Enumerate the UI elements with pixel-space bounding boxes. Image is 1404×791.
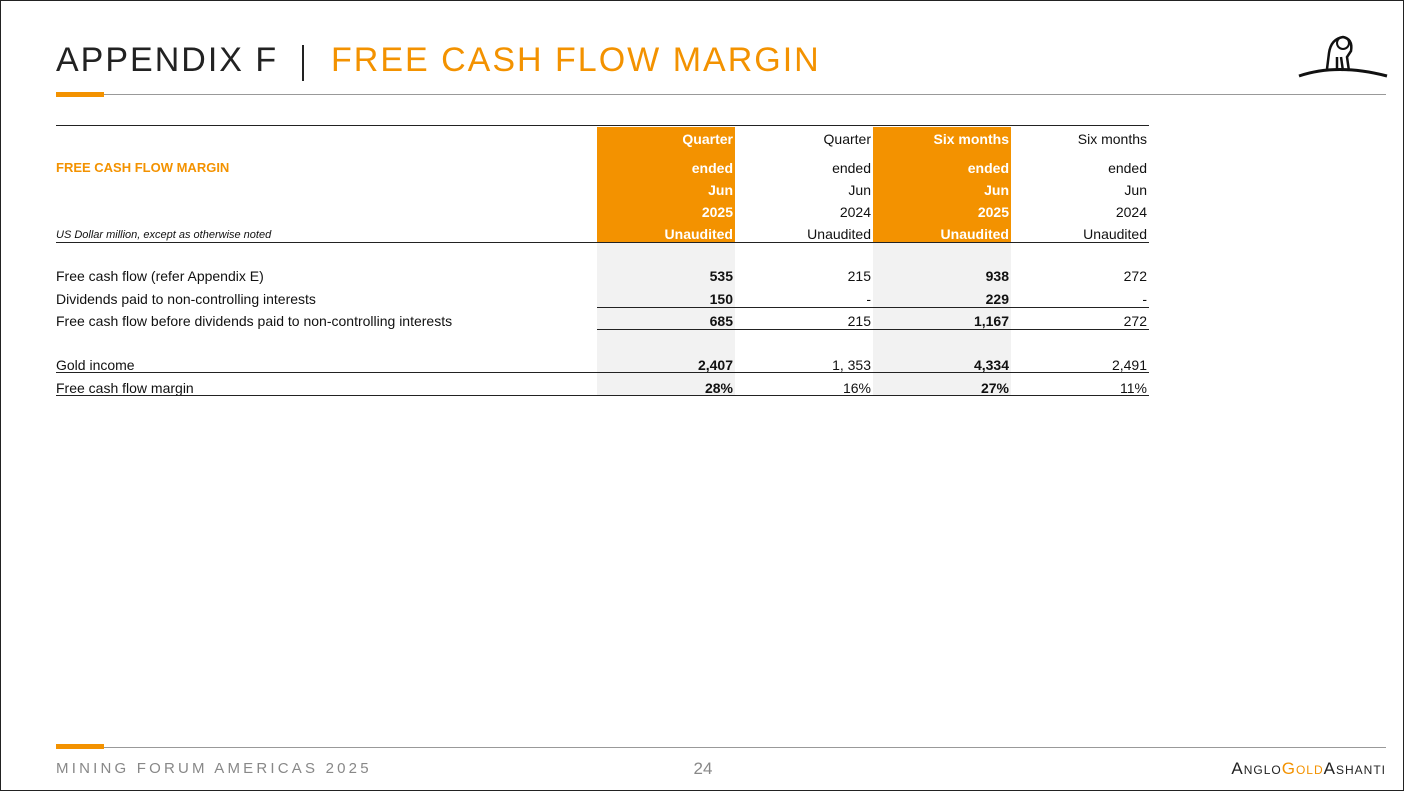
- cell-value: 4,334: [973, 357, 1009, 373]
- row-label: Dividends paid to non-controlling intere…: [56, 291, 316, 307]
- header-rule: [56, 242, 1149, 243]
- title-prefix: APPENDIX F: [56, 41, 279, 79]
- column-shade: [873, 243, 1011, 395]
- column-header: 2025: [977, 204, 1009, 220]
- brand-part: Gold: [1281, 759, 1324, 778]
- cell-value: 272: [1123, 313, 1147, 329]
- cell-value: 938: [985, 268, 1009, 284]
- column-header: 2025: [701, 204, 733, 220]
- column-shade: [597, 243, 735, 395]
- column-header: Unaudited: [807, 226, 871, 242]
- section-label: FREE CASH FLOW MARGIN: [56, 160, 230, 175]
- unit-note: US Dollar million, except as otherwise n…: [56, 229, 272, 241]
- column-header: Quarter: [682, 131, 733, 147]
- footer-rule: [56, 747, 1386, 748]
- cell-value: 27%: [980, 380, 1009, 396]
- cell-value: 11%: [1120, 380, 1147, 396]
- column-header: Jun: [708, 182, 733, 198]
- header-rule: [56, 94, 1386, 95]
- cell-value: 1, 353: [832, 357, 871, 373]
- row-label: Free cash flow before dividends paid to …: [56, 313, 453, 329]
- cell-value: -: [866, 291, 871, 307]
- column-header: 2024: [1115, 204, 1147, 220]
- column-header: ended: [691, 160, 733, 176]
- cell-value: 685: [709, 313, 733, 329]
- brand-part: Ashanti: [1323, 759, 1386, 778]
- row-rule: [56, 395, 1149, 396]
- column-header: ended: [1108, 160, 1147, 176]
- cell-value: 2,491: [1111, 357, 1147, 373]
- title-separator: [302, 45, 304, 81]
- cell-value: 215: [847, 313, 871, 329]
- cell-value: 2,407: [697, 357, 733, 373]
- row-rule: [56, 372, 1149, 373]
- cell-value: 16%: [842, 380, 871, 396]
- row-rule: [597, 329, 1149, 330]
- cell-value: 1,167: [973, 313, 1009, 329]
- row-label: Free cash flow margin: [56, 380, 194, 396]
- title: FREE CASH FLOW MARGIN: [331, 41, 821, 79]
- logo-lion: [1298, 35, 1388, 78]
- table-top-rule: [56, 125, 1149, 126]
- cell-value: 150: [709, 291, 733, 307]
- brand-part: Anglo: [1231, 759, 1282, 778]
- cell-value: 535: [709, 268, 733, 284]
- column-header: ended: [967, 160, 1009, 176]
- column-header: Jun: [984, 182, 1009, 198]
- row-label: Gold income: [56, 357, 135, 373]
- column-header: 2024: [839, 204, 871, 220]
- column-header: Quarter: [823, 131, 871, 147]
- cell-value: 229: [985, 291, 1009, 307]
- header-accent: [56, 92, 104, 97]
- column-header: Six months: [1077, 131, 1147, 147]
- row-label: Free cash flow (refer Appendix E): [56, 268, 264, 284]
- page-number: 24: [693, 759, 713, 778]
- column-header: Unaudited: [940, 226, 1009, 242]
- column-header: Six months: [933, 131, 1009, 147]
- column-header: Unaudited: [664, 226, 733, 242]
- column-header: Jun: [848, 182, 871, 198]
- cell-value: 272: [1123, 268, 1147, 284]
- column-header: ended: [832, 160, 871, 176]
- cell-value: -: [1142, 291, 1147, 307]
- header-highlight: [597, 127, 735, 242]
- header-highlight: [873, 127, 1011, 242]
- footer-accent: [56, 744, 104, 749]
- footer-event: MINING FORUM AMERICAS 2025: [56, 760, 372, 777]
- column-header: Jun: [1124, 182, 1147, 198]
- cell-value: 215: [847, 268, 871, 284]
- row-rule: [597, 307, 1149, 308]
- cell-value: 28%: [704, 380, 733, 396]
- column-header: Unaudited: [1083, 226, 1147, 242]
- brand: AngloGoldAshanti: [1231, 759, 1386, 779]
